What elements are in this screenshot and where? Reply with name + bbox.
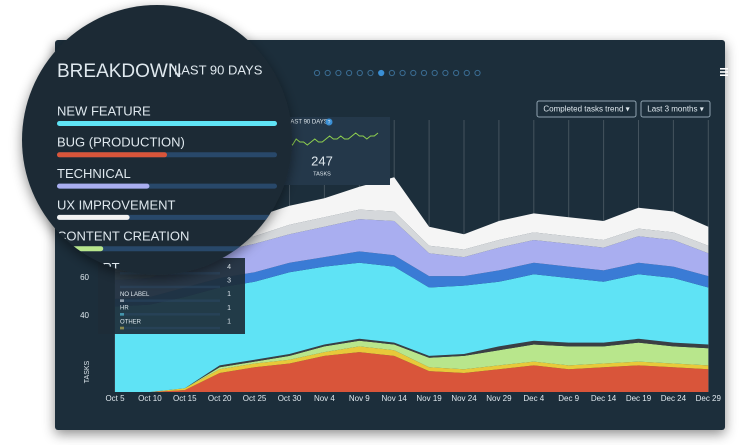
page-dot <box>474 69 481 77</box>
page-dot <box>388 69 395 77</box>
page-dot <box>378 69 385 77</box>
breakdown-label: NEW FEATURE <box>57 103 151 118</box>
others-label: NO LABEL <box>120 292 150 298</box>
x-tick-label: Oct 30 <box>278 394 302 403</box>
sparkline-path <box>284 132 379 146</box>
magnifier: BREAKDOWN LAST 90 DAYS NEW FEATURE BUG (P… <box>22 5 292 275</box>
others-track <box>120 299 220 302</box>
page-dot <box>453 69 460 77</box>
area <box>115 352 709 392</box>
x-tick-label: Nov 14 <box>382 394 408 403</box>
page-dot <box>346 69 353 77</box>
others-track <box>120 326 220 330</box>
x-tick-label: Dec 4 <box>523 394 544 403</box>
summary-title: LAST 90 DAYS <box>287 120 328 126</box>
x-tick-label: Nov 9 <box>349 394 370 403</box>
x-tick-label: Oct 5 <box>105 394 125 403</box>
page-dot <box>356 69 363 77</box>
page-dot <box>420 69 428 77</box>
page-dot <box>313 69 321 77</box>
top-bar: Completed tasks trend ▾ Last 3 months ▾ <box>313 68 728 118</box>
lens <box>22 5 292 275</box>
breakdown-title: BREAKDOWN <box>57 61 182 82</box>
x-tick-label: Dec 24 <box>661 394 687 403</box>
others-track <box>120 285 220 289</box>
dropdown[interactable]: Last 3 months ▾ <box>640 100 711 118</box>
sparkline <box>284 132 379 146</box>
dropdown[interactable]: Completed tasks trend ▾ <box>536 100 637 118</box>
area <box>115 219 709 299</box>
page-dot <box>324 69 331 77</box>
x-tick-label: Dec 29 <box>696 394 722 403</box>
others-count: 1 <box>227 291 231 298</box>
x-tick-label: Dec 14 <box>591 394 617 403</box>
x-tick-label: Dec 9 <box>558 394 579 403</box>
page-dot <box>399 69 406 77</box>
others-count: 1 <box>227 319 231 326</box>
x-tick-label: Nov 19 <box>416 394 442 403</box>
page-dot <box>431 69 438 77</box>
y-tick-label: 40 <box>80 311 89 320</box>
breakdown-label: TECHNICAL <box>57 166 131 181</box>
help-icon[interactable] <box>325 118 333 126</box>
x-tick-label: Oct 10 <box>138 394 162 403</box>
page-dot <box>410 69 417 77</box>
breakdown-label: BUG (PRODUCTION) <box>57 135 185 150</box>
page-dot <box>367 69 374 77</box>
area <box>115 340 709 392</box>
page-dot <box>335 69 342 77</box>
others-label: OTHER <box>120 319 142 325</box>
page-dot <box>442 69 449 77</box>
breakdown-label: UX IMPROVEMENT <box>57 197 176 212</box>
page-dot <box>463 69 470 77</box>
others-count: 4 <box>227 264 231 271</box>
area <box>115 177 709 273</box>
others-count: 1 <box>227 305 231 312</box>
summary-unit: TASKS <box>313 171 331 177</box>
others-label: HR <box>120 306 129 312</box>
y-tick-label: 60 <box>80 273 89 282</box>
dropdown-label: Completed tasks trend ▾ <box>543 105 629 114</box>
x-tick-label: Nov 29 <box>486 394 512 403</box>
menu-icon[interactable] <box>720 68 728 76</box>
y-axis-label: TASKS <box>84 360 91 383</box>
breakdown: BREAKDOWN LAST 90 DAYS NEW FEATURE BUG (P… <box>57 61 277 275</box>
breakdown-bar <box>57 214 130 220</box>
area <box>115 338 709 392</box>
x-tick-label: Oct 15 <box>173 394 197 403</box>
help-glyph: ? <box>328 120 331 126</box>
breakdown-bar <box>57 152 167 158</box>
others-count: 3 <box>227 278 231 285</box>
others-track <box>120 313 220 316</box>
x-tick-label: Oct 25 <box>243 394 267 403</box>
x-tick-label: Oct 20 <box>208 394 232 403</box>
breakdown-bar <box>57 121 277 126</box>
area <box>115 346 709 392</box>
dropdown-label: Last 3 months ▾ <box>647 105 704 114</box>
x-tick-label: Dec 19 <box>626 394 652 403</box>
breakdown-bar <box>57 183 150 189</box>
area <box>115 262 709 392</box>
breakdown-label: CONTENT CREATION <box>57 229 189 244</box>
summary-value: 247 <box>311 153 333 168</box>
breakdown-subtitle: LAST 90 DAYS <box>174 62 263 77</box>
breakdown-track <box>57 246 277 252</box>
x-tick-label: Nov 4 <box>314 394 335 403</box>
x-tick-label: Nov 24 <box>451 394 477 403</box>
